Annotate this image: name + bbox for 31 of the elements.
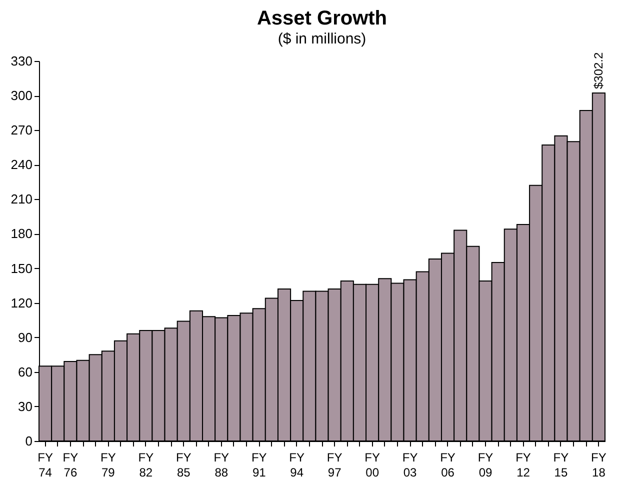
y-tick-label: 300 [10, 88, 32, 104]
data-label: $302.2 [592, 52, 606, 90]
chart-title: Asset Growth [256, 7, 388, 30]
y-tick-label: 60 [18, 364, 32, 380]
x-tick-label: FY 03 [402, 450, 418, 480]
x-tick-label: FY 88 [214, 450, 230, 480]
y-tick-label: 210 [10, 192, 32, 207]
chart-subtitle: ($ in millions) [278, 30, 366, 48]
y-tick-label: 0 [25, 434, 32, 448]
x-tick-label: FY 97 [326, 450, 342, 480]
x-tick-label: FY 85 [176, 450, 192, 480]
x-tick-label: FY 82 [138, 450, 154, 480]
x-tick-label: FY 94 [289, 450, 305, 480]
x-tick-label: FY 91 [251, 450, 267, 480]
x-tick-label: FY 06 [440, 450, 456, 480]
x-tick-label: FY 15 [553, 450, 569, 480]
y-tick-label: 30 [18, 398, 32, 414]
y-tick-label: 330 [10, 54, 32, 68]
y-tick-label: 180 [10, 226, 32, 242]
x-tick-label: FY 12 [516, 450, 531, 480]
x-tick-label: FY 18 [591, 450, 606, 480]
x-tick-label: FY 79 [100, 450, 116, 480]
y-tick-label: 120 [10, 295, 32, 310]
x-tick-label: FY 00 [364, 450, 380, 480]
y-tick-label: 150 [10, 260, 32, 276]
y-tick-label: 90 [18, 330, 32, 345]
y-tick-label: 270 [10, 122, 32, 138]
x-tick-label: FY 74 [38, 450, 53, 480]
x-tick-label: FY 76 [62, 450, 78, 480]
x-tick-label: FY 09 [478, 450, 494, 480]
y-tick-label: 240 [10, 157, 32, 172]
